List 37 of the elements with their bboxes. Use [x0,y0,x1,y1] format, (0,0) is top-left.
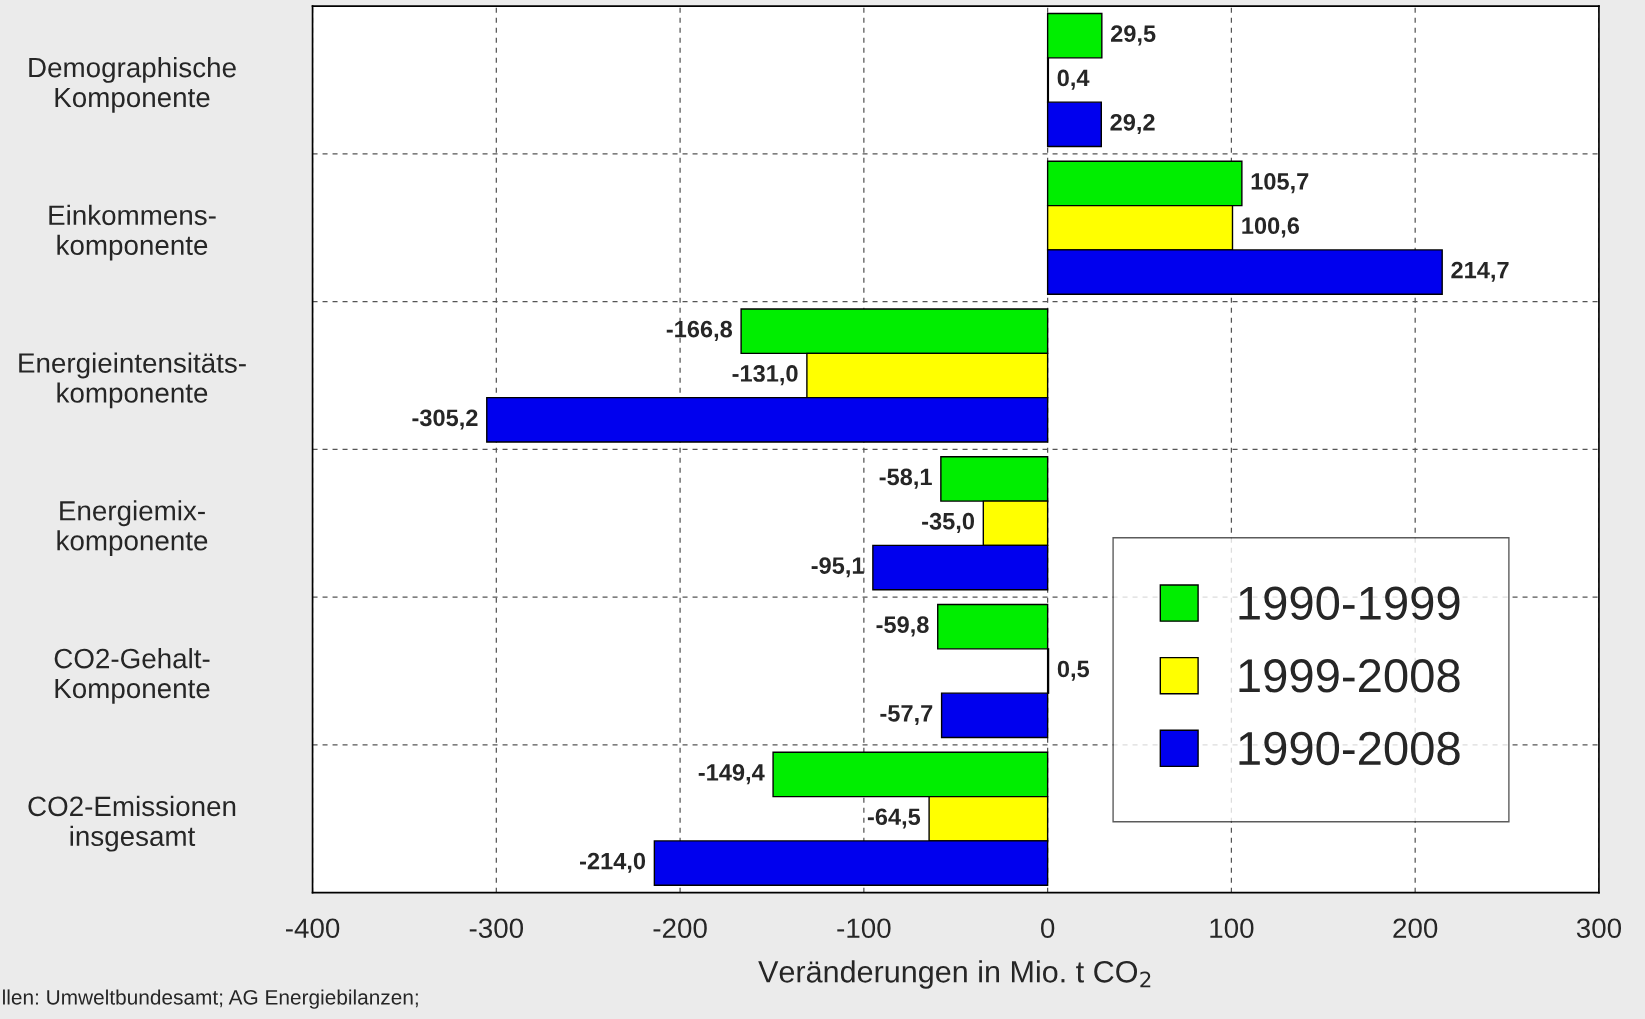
data-label: -166,8 [666,320,733,341]
data-label: -57,7 [880,705,933,726]
x-tick-label: 300 [1576,918,1622,939]
data-label: 100,6 [1242,217,1300,238]
x-tick-label: -100 [837,918,891,939]
x-tick-label: 0 [1040,918,1055,939]
data-label: -59,8 [876,616,929,637]
data-label: -305,2 [412,409,478,430]
text: llen: Umweltbundesamt; AG Energiebilanzen; [3,989,418,1009]
x-axis-title: Veränderungen in Mio. t CO$_{2}$ [758,960,1151,989]
data-label: -95,1 [811,557,864,578]
x-tick-label: -200 [653,918,707,939]
y-tick-label: CO2-Emissionen insgesamt [28,795,236,852]
y-tick-label: CO2-Gehalt- Komponente [54,648,210,704]
data-label: 105,7 [1251,173,1309,194]
data-label: -214,0 [580,852,646,873]
data-label: -58,1 [879,468,932,489]
x-tick-label: 200 [1393,918,1438,939]
x-tick-label: -400 [285,918,340,939]
legend-label: 1990-2008 [1239,731,1460,766]
data-label: 0,5 [1057,660,1090,681]
y-tick-label: Einkommens- komponente [49,204,216,261]
legend-label: 1990-1999 [1239,586,1460,620]
data-label: 0,4 [1057,69,1090,90]
x-tick-label: -300 [469,918,524,939]
x-tick-label: 100 [1210,918,1254,939]
data-label: -149,4 [698,764,765,785]
y-tick-label: Energieintensitäts- komponente [19,352,246,409]
data-label: 29,5 [1110,25,1156,46]
data-label: 214,7 [1451,261,1509,282]
data-label: 29,2 [1110,113,1155,135]
legend-label: 1999-2008 [1239,659,1460,693]
data-label: -35,0 [922,512,975,534]
y-tick-label: Energiemix- komponente [57,500,208,557]
y-tick-label: Demographische Komponente [29,56,236,113]
data-label: -131,0 [732,365,798,386]
data-label: -64,5 [867,808,921,829]
